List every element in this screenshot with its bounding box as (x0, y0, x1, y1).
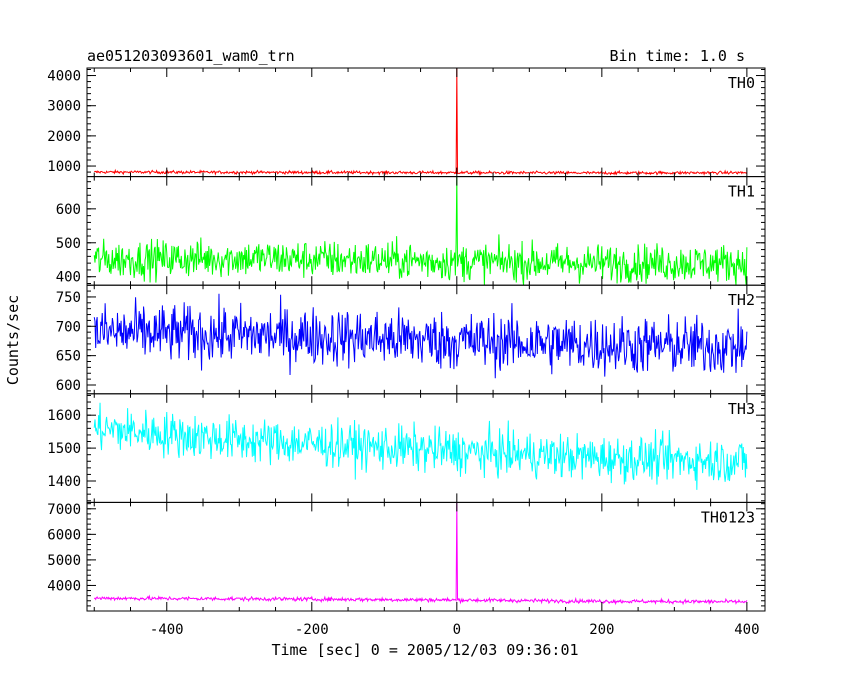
series-th3-line (93, 402, 748, 490)
series-th1-line (93, 176, 748, 286)
y-tick-label: 750 (56, 290, 81, 306)
panel-label-th3: TH3 (728, 400, 755, 418)
x-tick-label: -400 (150, 622, 184, 638)
x-tick-label: -200 (295, 622, 329, 638)
y-tick-label: 600 (56, 378, 81, 394)
y-tick-label: 1400 (47, 474, 81, 490)
series-th0123-line (93, 502, 748, 606)
panel-label-th2: TH2 (728, 291, 755, 309)
series-th0-line (94, 67, 748, 177)
y-tick-label: 7000 (47, 502, 81, 518)
y-tick-label: 500 (56, 236, 81, 252)
y-tick-label: 700 (56, 319, 81, 335)
y-tick-label: 2000 (47, 129, 81, 145)
panel-label-th1: TH1 (728, 183, 755, 201)
series-th2-line (93, 293, 748, 379)
y-tick-label: 5000 (47, 553, 81, 569)
x-tick-label: 200 (589, 622, 614, 638)
y-axis-label: Counts/sec (4, 295, 22, 385)
x-tick-label: 0 (453, 622, 461, 638)
panel-label-th0: TH0 (728, 74, 755, 92)
bin-time-label: Bin time: 1.0 s (610, 47, 745, 65)
panel-frame-th0123 (86, 501, 766, 612)
y-tick-label: 4000 (47, 578, 81, 594)
y-tick-label: 1600 (47, 408, 81, 424)
y-tick-label: 3000 (47, 99, 81, 115)
y-tick-label: 6000 (47, 527, 81, 543)
panel-label-th0123: TH0123 (701, 508, 755, 526)
x-axis-label: Time [sec] 0 = 2005/12/03 09:36:01 (271, 641, 578, 659)
panel-frame-th0 (86, 67, 766, 178)
y-tick-label: 400 (56, 270, 81, 286)
chart-title: ae051203093601_wam0_trn (87, 47, 295, 65)
y-tick-label: 1500 (47, 441, 81, 457)
x-tick-label: 400 (734, 622, 759, 638)
y-tick-label: 1000 (47, 159, 81, 175)
y-tick-label: 650 (56, 349, 81, 365)
y-tick-label: 4000 (47, 69, 81, 85)
y-tick-label: 600 (56, 202, 81, 218)
